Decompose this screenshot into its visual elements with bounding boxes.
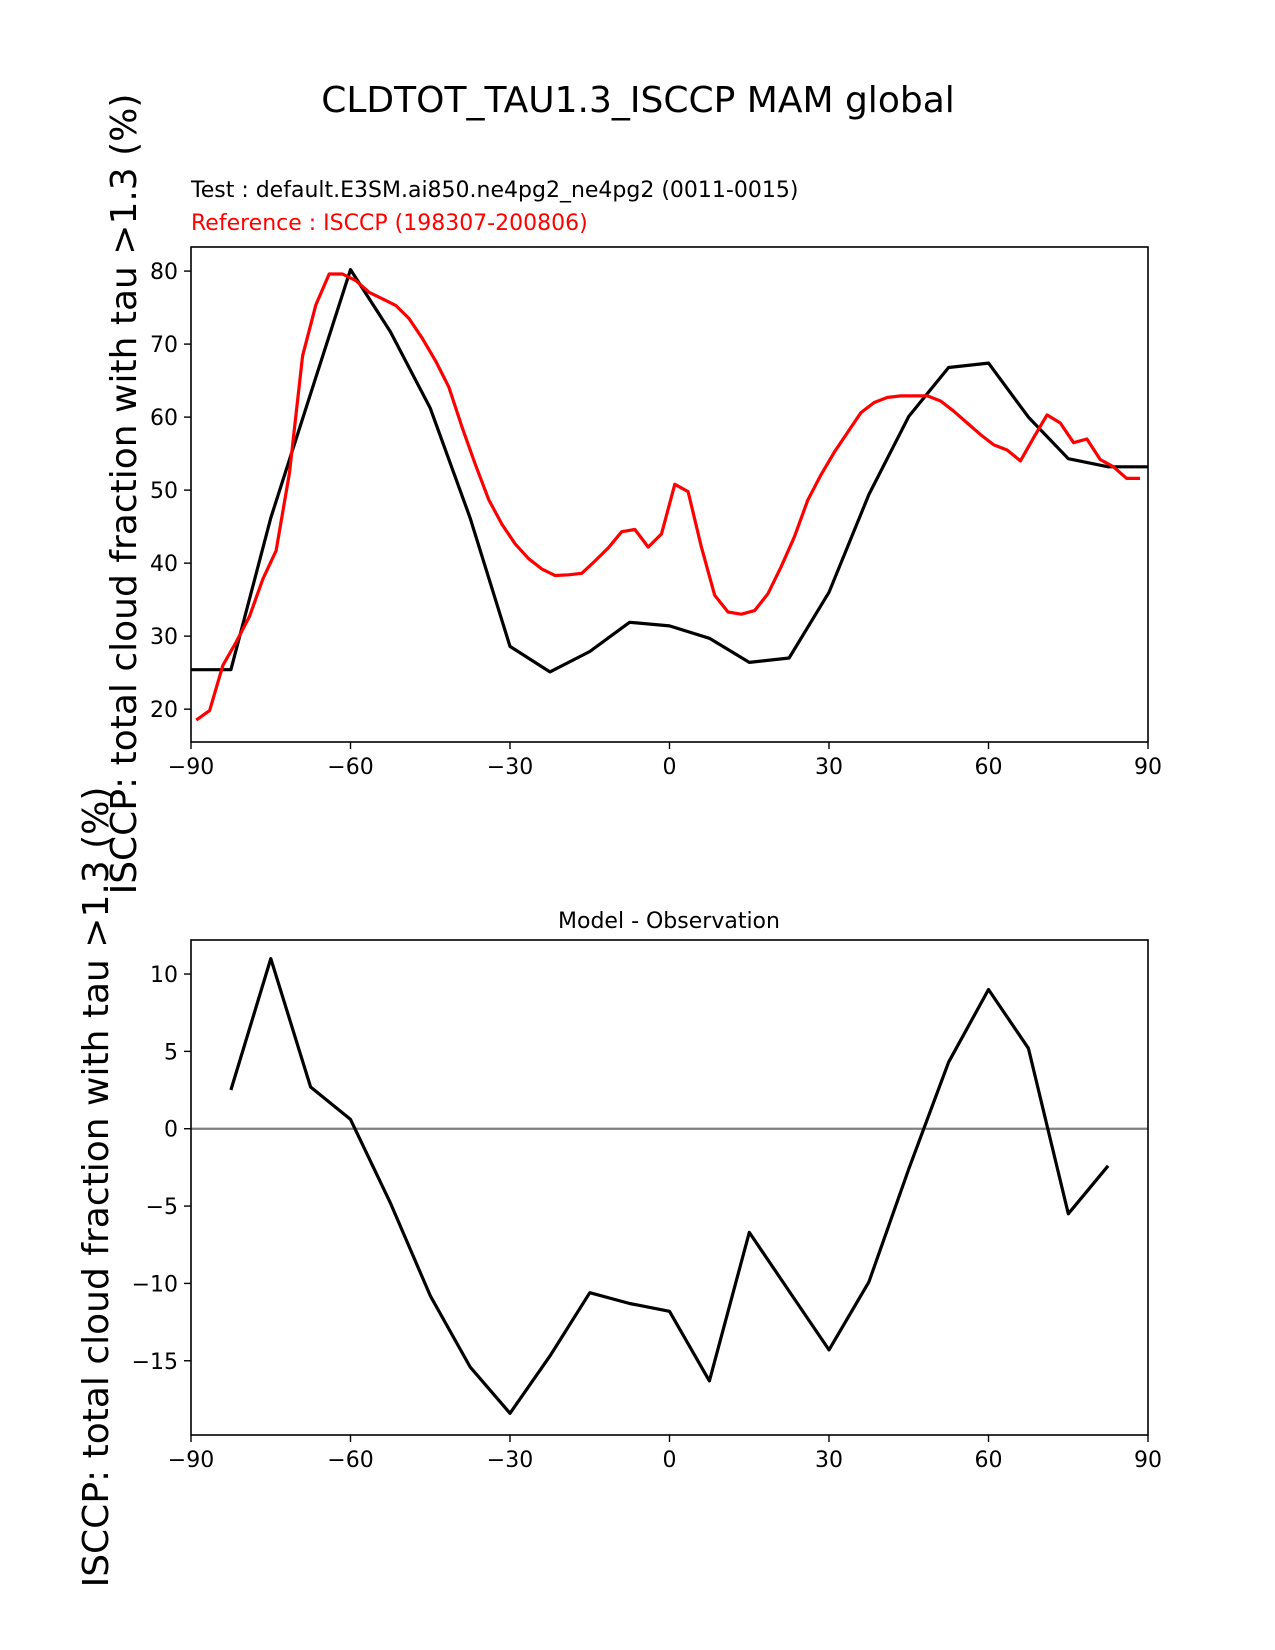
x-tick-label: 90 [1134, 1448, 1162, 1473]
x-tick-label: 0 [663, 755, 677, 780]
y-tick-label: 50 [150, 479, 178, 504]
y-tick-label: 70 [150, 333, 178, 358]
difference-series-group [191, 956, 1148, 1415]
x-tick-label: −30 [487, 1448, 533, 1473]
y-tick-label: 20 [150, 698, 178, 723]
x-tick-label: −60 [327, 1448, 373, 1473]
series-line-test [191, 268, 1148, 674]
y-tick-label: −5 [146, 1195, 178, 1220]
profile-plot-frame [190, 246, 1149, 743]
reference-subtitle: Reference : ISCCP (198307-200806) [191, 211, 588, 236]
x-tick-label: −90 [168, 755, 214, 780]
x-tick-label: 60 [975, 1448, 1003, 1473]
difference-title: Model - Observation [558, 909, 780, 934]
difference-axes: −90 −60 −30 0 30 60 90 −15 −10 −5 0 5 10 [132, 963, 1162, 1473]
figure-title: CLDTOT_TAU1.3_ISCCP MAM global [321, 80, 955, 121]
difference-y-axis-label: ISCCP: total cloud fraction with tau >1.… [76, 787, 117, 1588]
y-tick-label: 80 [150, 260, 178, 285]
y-tick-label: 5 [164, 1040, 178, 1065]
x-tick-label: 0 [663, 1448, 677, 1473]
profile-series-group [191, 268, 1148, 722]
y-tick-label: 10 [150, 963, 178, 988]
y-tick-label: −15 [132, 1350, 178, 1375]
x-tick-label: 30 [815, 1448, 843, 1473]
y-tick-label: 40 [150, 552, 178, 577]
series-line-reference [195, 272, 1140, 722]
x-tick-label: 90 [1134, 755, 1162, 780]
y-tick-label: 0 [164, 1118, 178, 1143]
test-subtitle: Test : default.E3SM.ai850.ne4pg2_ne4pg2 … [190, 178, 798, 203]
x-tick-label: 30 [815, 755, 843, 780]
difference-plot-frame [190, 939, 1149, 1436]
x-tick-label: −30 [487, 755, 533, 780]
x-tick-label: −60 [327, 755, 373, 780]
series-line-model-observation [229, 956, 1110, 1415]
difference-chart: Model - Observation −90 −60 −30 0 30 60 90−15−… [132, 909, 1162, 1473]
y-tick-label: −10 [132, 1272, 178, 1297]
x-tick-label: −90 [168, 1448, 214, 1473]
y-tick-label: 60 [150, 406, 178, 431]
x-tick-label: 60 [975, 755, 1003, 780]
profile-y-axis-label: ISCCP: total cloud fraction with tau >1.… [104, 94, 145, 895]
y-tick-label: 30 [150, 625, 178, 650]
profile-chart: Test : default.E3SM.ai850.ne4pg2_ne4pg2 … [150, 178, 1162, 780]
profile-axes: −90 −60 −30 0 30 60 90 20 30 40 50 60 70 80 [150, 260, 1162, 780]
